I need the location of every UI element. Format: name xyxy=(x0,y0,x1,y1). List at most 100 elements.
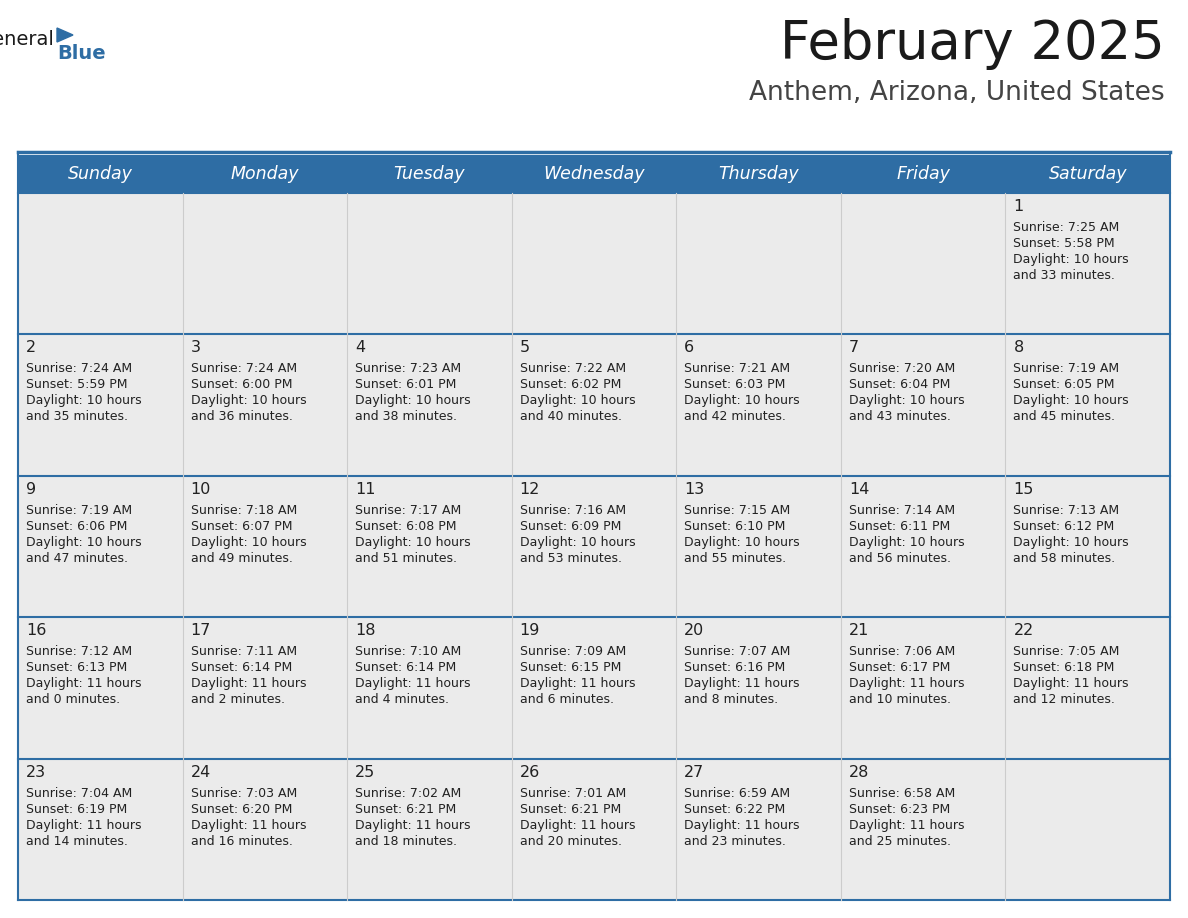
Bar xyxy=(676,617,841,758)
Bar xyxy=(1005,193,1170,334)
Text: 26: 26 xyxy=(519,765,541,779)
Bar xyxy=(347,476,512,617)
Text: Thursday: Thursday xyxy=(719,165,798,183)
Text: 1: 1 xyxy=(1013,199,1024,214)
Text: Daylight: 11 hours: Daylight: 11 hours xyxy=(519,819,636,832)
Text: Sunrise: 7:17 AM: Sunrise: 7:17 AM xyxy=(355,504,461,517)
Bar xyxy=(841,617,1005,758)
Text: Sunrise: 7:19 AM: Sunrise: 7:19 AM xyxy=(26,504,132,517)
Text: Sunrise: 7:06 AM: Sunrise: 7:06 AM xyxy=(849,645,955,658)
Text: Daylight: 10 hours: Daylight: 10 hours xyxy=(849,395,965,408)
Text: Daylight: 11 hours: Daylight: 11 hours xyxy=(190,677,307,690)
Text: and 36 minutes.: and 36 minutes. xyxy=(190,410,292,423)
Text: and 40 minutes.: and 40 minutes. xyxy=(519,410,621,423)
Text: 14: 14 xyxy=(849,482,870,497)
Text: Daylight: 10 hours: Daylight: 10 hours xyxy=(684,536,800,549)
Text: 7: 7 xyxy=(849,341,859,355)
Text: 13: 13 xyxy=(684,482,704,497)
Text: and 53 minutes.: and 53 minutes. xyxy=(519,552,621,565)
Text: Daylight: 10 hours: Daylight: 10 hours xyxy=(1013,253,1129,266)
Text: and 45 minutes.: and 45 minutes. xyxy=(1013,410,1116,423)
Text: Sunrise: 6:58 AM: Sunrise: 6:58 AM xyxy=(849,787,955,800)
Text: Daylight: 10 hours: Daylight: 10 hours xyxy=(684,395,800,408)
Bar xyxy=(1005,476,1170,617)
Bar xyxy=(512,758,676,900)
Text: Sunset: 6:18 PM: Sunset: 6:18 PM xyxy=(1013,661,1114,674)
Text: 4: 4 xyxy=(355,341,365,355)
Text: 6: 6 xyxy=(684,341,695,355)
Bar xyxy=(676,758,841,900)
Text: 9: 9 xyxy=(26,482,36,497)
Bar xyxy=(841,334,1005,476)
Text: and 18 minutes.: and 18 minutes. xyxy=(355,834,457,847)
Text: and 12 minutes.: and 12 minutes. xyxy=(1013,693,1116,706)
Text: Sunset: 6:05 PM: Sunset: 6:05 PM xyxy=(1013,378,1114,391)
Text: and 42 minutes.: and 42 minutes. xyxy=(684,410,786,423)
Text: Daylight: 11 hours: Daylight: 11 hours xyxy=(26,677,141,690)
Bar xyxy=(1005,758,1170,900)
Text: Sunset: 6:21 PM: Sunset: 6:21 PM xyxy=(355,802,456,815)
Text: and 43 minutes.: and 43 minutes. xyxy=(849,410,950,423)
Text: and 8 minutes.: and 8 minutes. xyxy=(684,693,778,706)
Text: 3: 3 xyxy=(190,341,201,355)
Text: 18: 18 xyxy=(355,623,375,638)
Text: 11: 11 xyxy=(355,482,375,497)
Bar xyxy=(347,758,512,900)
Text: and 6 minutes.: and 6 minutes. xyxy=(519,693,614,706)
Text: Sunset: 6:12 PM: Sunset: 6:12 PM xyxy=(1013,520,1114,532)
Text: Sunday: Sunday xyxy=(68,165,133,183)
Bar xyxy=(676,334,841,476)
Text: Daylight: 11 hours: Daylight: 11 hours xyxy=(684,819,800,832)
Text: Sunset: 6:17 PM: Sunset: 6:17 PM xyxy=(849,661,950,674)
Text: 24: 24 xyxy=(190,765,210,779)
Bar xyxy=(183,617,347,758)
Text: Daylight: 10 hours: Daylight: 10 hours xyxy=(190,536,307,549)
Bar xyxy=(512,476,676,617)
Text: Sunrise: 7:05 AM: Sunrise: 7:05 AM xyxy=(1013,645,1120,658)
Text: and 55 minutes.: and 55 minutes. xyxy=(684,552,786,565)
Text: Sunset: 6:06 PM: Sunset: 6:06 PM xyxy=(26,520,127,532)
Text: Daylight: 10 hours: Daylight: 10 hours xyxy=(190,395,307,408)
Text: Daylight: 10 hours: Daylight: 10 hours xyxy=(1013,536,1129,549)
Text: Sunset: 6:22 PM: Sunset: 6:22 PM xyxy=(684,802,785,815)
Text: Sunset: 5:59 PM: Sunset: 5:59 PM xyxy=(26,378,127,391)
Text: 8: 8 xyxy=(1013,341,1024,355)
Text: 23: 23 xyxy=(26,765,46,779)
Bar xyxy=(1005,617,1170,758)
Text: 15: 15 xyxy=(1013,482,1034,497)
Text: Sunrise: 7:23 AM: Sunrise: 7:23 AM xyxy=(355,363,461,375)
Text: Sunrise: 7:01 AM: Sunrise: 7:01 AM xyxy=(519,787,626,800)
Text: Tuesday: Tuesday xyxy=(393,165,466,183)
Text: Sunrise: 7:18 AM: Sunrise: 7:18 AM xyxy=(190,504,297,517)
Text: Daylight: 10 hours: Daylight: 10 hours xyxy=(849,536,965,549)
Text: and 51 minutes.: and 51 minutes. xyxy=(355,552,457,565)
Text: Monday: Monday xyxy=(230,165,299,183)
Text: Daylight: 10 hours: Daylight: 10 hours xyxy=(1013,395,1129,408)
Bar xyxy=(183,758,347,900)
Text: General: General xyxy=(0,30,55,49)
Text: Sunrise: 7:19 AM: Sunrise: 7:19 AM xyxy=(1013,363,1119,375)
Text: Sunset: 6:07 PM: Sunset: 6:07 PM xyxy=(190,520,292,532)
Text: Sunrise: 7:02 AM: Sunrise: 7:02 AM xyxy=(355,787,461,800)
Text: and 58 minutes.: and 58 minutes. xyxy=(1013,552,1116,565)
Bar xyxy=(18,476,183,617)
Text: and 14 minutes.: and 14 minutes. xyxy=(26,834,128,847)
Text: Sunset: 6:01 PM: Sunset: 6:01 PM xyxy=(355,378,456,391)
Text: Daylight: 10 hours: Daylight: 10 hours xyxy=(355,536,470,549)
Bar xyxy=(18,193,183,334)
Text: and 25 minutes.: and 25 minutes. xyxy=(849,834,950,847)
Text: Wednesday: Wednesday xyxy=(543,165,645,183)
Text: Sunrise: 7:22 AM: Sunrise: 7:22 AM xyxy=(519,363,626,375)
Text: Daylight: 11 hours: Daylight: 11 hours xyxy=(849,819,965,832)
Bar xyxy=(841,476,1005,617)
Bar xyxy=(841,193,1005,334)
Text: and 49 minutes.: and 49 minutes. xyxy=(190,552,292,565)
Text: Sunrise: 7:13 AM: Sunrise: 7:13 AM xyxy=(1013,504,1119,517)
Text: Daylight: 11 hours: Daylight: 11 hours xyxy=(519,677,636,690)
Text: Sunset: 6:14 PM: Sunset: 6:14 PM xyxy=(190,661,292,674)
Text: Sunrise: 6:59 AM: Sunrise: 6:59 AM xyxy=(684,787,790,800)
Text: 21: 21 xyxy=(849,623,870,638)
Text: 12: 12 xyxy=(519,482,541,497)
Text: 22: 22 xyxy=(1013,623,1034,638)
Text: Sunrise: 7:07 AM: Sunrise: 7:07 AM xyxy=(684,645,791,658)
